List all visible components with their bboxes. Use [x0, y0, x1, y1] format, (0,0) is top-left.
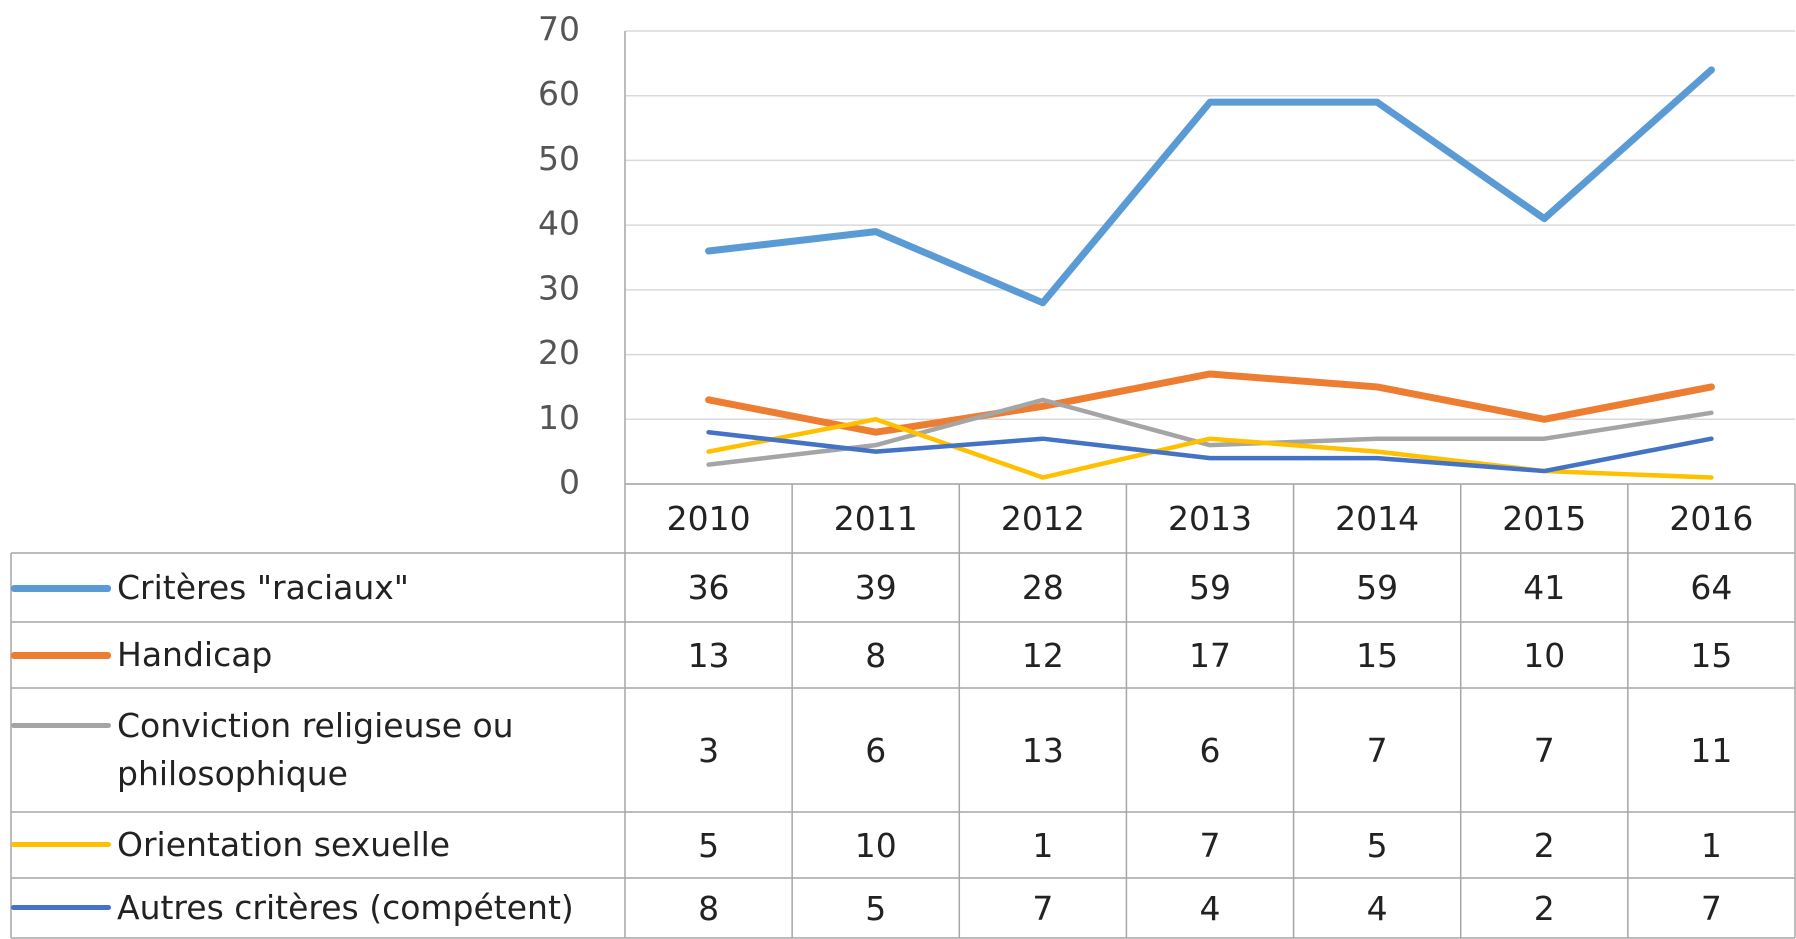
table-value: 13: [1021, 730, 1064, 770]
table-value: 13: [687, 635, 730, 675]
y-tick-label: 30: [538, 268, 580, 307]
legend-entry: Handicap: [11, 622, 625, 688]
table-value: 41: [1523, 568, 1566, 607]
table-value: 7: [1199, 825, 1221, 865]
legend-label: Autres critères (compétent): [117, 888, 574, 927]
y-tick-label: 20: [538, 333, 580, 372]
series-line: [705, 66, 1715, 307]
table-value: 36: [687, 568, 730, 607]
x-tick-label: 2011: [833, 499, 918, 538]
table-value: 3: [698, 730, 720, 770]
legend-entry: Autres critères (compétent): [11, 878, 625, 938]
table-value: 12: [1021, 635, 1064, 675]
table-value: 6: [1199, 730, 1221, 770]
y-tick-label: 10: [538, 398, 580, 437]
table-value: 6: [865, 730, 887, 770]
x-tick-label: 2012: [1000, 499, 1085, 538]
table-value: 4: [1199, 888, 1221, 928]
series-line: [705, 370, 1715, 436]
legend-key: [11, 905, 111, 910]
table-value: 39: [854, 568, 897, 607]
y-tick-label: 50: [538, 139, 580, 178]
table-value: 59: [1188, 568, 1231, 607]
series-line: [706, 397, 1714, 467]
legend-entry: Critères "raciaux": [11, 553, 625, 622]
x-tick-label: 2014: [1335, 499, 1420, 538]
table-value: 5: [1366, 825, 1388, 865]
legend-label-wrap: Conviction religieuse ou philosophique: [11, 702, 625, 798]
table-value: 7: [1700, 888, 1722, 928]
table-value: 4: [1366, 888, 1388, 928]
table-value: 7: [1366, 730, 1388, 770]
table-value: 8: [698, 888, 720, 928]
table-value: 15: [1690, 635, 1733, 675]
table-value: 59: [1356, 568, 1399, 607]
y-tick-label: 0: [559, 463, 580, 502]
legend-label: Handicap: [117, 635, 273, 674]
table-value: 10: [1523, 635, 1566, 675]
table-value: 1: [1700, 825, 1722, 865]
legend-label: Conviction religieuse ou philosophique: [117, 706, 514, 793]
legend-label-wrap: Critères "raciaux": [11, 564, 409, 612]
table-value: 5: [865, 888, 887, 928]
table-value: 5: [698, 825, 720, 865]
y-tick-label: 70: [538, 10, 580, 49]
legend-entry: Conviction religieuse ou philosophique: [11, 688, 625, 812]
table-value: 11: [1690, 730, 1733, 770]
y-tick-label: 60: [538, 74, 580, 113]
x-tick-label: 2016: [1669, 499, 1754, 538]
table-value: 8: [865, 635, 887, 675]
legend-label-wrap: Handicap: [11, 631, 272, 679]
legend-key: [11, 723, 111, 728]
legend-label: Orientation sexuelle: [117, 825, 451, 864]
x-tick-label: 2010: [666, 499, 751, 538]
table-value: 7: [1533, 730, 1555, 770]
legend-label-wrap: Orientation sexuelle: [11, 821, 450, 869]
table-value: 64: [1690, 568, 1733, 607]
table-value: 2: [1533, 888, 1555, 928]
legend-key: [11, 652, 111, 659]
table-value: 28: [1021, 568, 1064, 607]
table-value: 15: [1356, 635, 1399, 675]
legend-entry: Orientation sexuelle: [11, 812, 625, 878]
legend-label: Critères "raciaux": [117, 567, 409, 607]
table-value: 10: [854, 825, 897, 865]
y-tick-label: 40: [538, 204, 580, 243]
x-tick-label: 2013: [1168, 499, 1252, 538]
x-tick-label: 2015: [1502, 499, 1587, 538]
table-value: 7: [1032, 888, 1054, 928]
legend-key: [11, 584, 111, 592]
legend-key: [11, 842, 111, 847]
table-value: 2: [1533, 825, 1555, 865]
table-value: 17: [1188, 635, 1231, 675]
table-value: 1: [1032, 825, 1054, 865]
legend-label-wrap: Autres critères (compétent): [11, 884, 574, 932]
series-line: [706, 429, 1714, 474]
